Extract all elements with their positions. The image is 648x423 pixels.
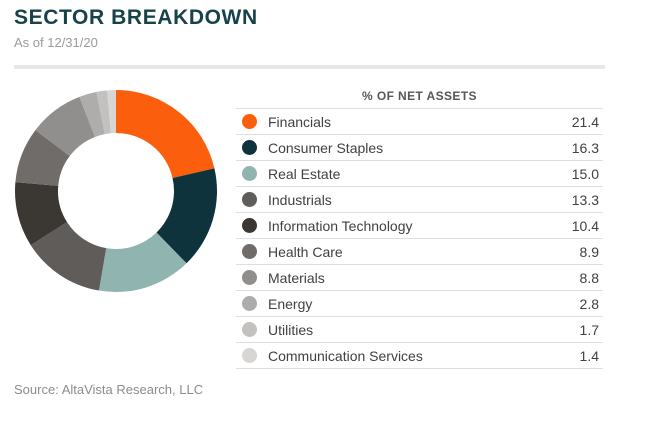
column-header: % OF NET ASSETS — [236, 84, 603, 109]
sector-label: Materials — [268, 269, 325, 286]
page-title: SECTOR BREAKDOWN — [14, 6, 258, 29]
sector-row-consumer-staples: Consumer Staples 16.3 — [236, 135, 603, 161]
donut-slice-utilities — [96, 90, 111, 135]
sector-row-financials: Financials 21.4 — [236, 109, 603, 135]
sector-value: 21.4 — [571, 113, 599, 130]
sector-row-health-care: Health Care 8.9 — [236, 239, 603, 265]
sector-row-communication-services: Communication Services 1.4 — [236, 343, 603, 369]
donut-slice-consumer-staples — [156, 168, 218, 264]
donut-slice-health-care — [15, 130, 70, 186]
sector-value: 8.8 — [579, 269, 599, 286]
donut-slice-materials — [35, 96, 95, 157]
sector-label: Industrials — [268, 191, 332, 208]
sector-value: 16.3 — [571, 139, 599, 156]
sector-row-real-estate: Real Estate 15.0 — [236, 161, 603, 187]
sector-label: Utilities — [268, 321, 314, 338]
sector-color-dot — [242, 322, 257, 337]
donut-slice-industrials — [30, 222, 107, 291]
sector-label: Real Estate — [268, 165, 341, 182]
sector-row-information-technology: Information Technology 10.4 — [236, 213, 603, 239]
sector-color-dot — [242, 348, 257, 363]
sector-color-dot — [242, 218, 257, 233]
source-attribution: Source: AltaVista Research, LLC — [14, 382, 204, 397]
donut-slice-information-technology — [14, 182, 68, 246]
sector-label: Communication Services — [268, 347, 423, 364]
as-of-date: As of 12/31/20 — [14, 35, 98, 50]
sector-label: Energy — [268, 295, 313, 312]
sector-row-energy: Energy 2.8 — [236, 291, 603, 317]
sector-value: 10.4 — [571, 217, 599, 234]
sector-table: % OF NET ASSETS Financials 21.4 Consumer S… — [236, 84, 603, 369]
donut-slice-communication-services — [107, 90, 116, 134]
sector-color-dot — [242, 192, 257, 207]
sector-color-dot — [242, 270, 257, 285]
sector-row-materials: Materials 8.8 — [236, 265, 603, 291]
sector-row-utilities: Utilities 1.7 — [236, 317, 603, 343]
sector-color-dot — [242, 244, 257, 259]
sector-label: Consumer Staples — [268, 139, 384, 156]
sector-value: 1.4 — [579, 347, 599, 364]
sector-donut-chart — [14, 90, 218, 292]
sector-value: 8.9 — [579, 243, 599, 260]
donut-slice-energy — [79, 91, 105, 137]
sector-value: 15.0 — [571, 165, 599, 182]
donut-slice-real-estate — [98, 232, 187, 292]
sector-value: 13.3 — [571, 191, 599, 208]
header-divider — [14, 65, 605, 69]
sector-label: Health Care — [268, 243, 343, 260]
sector-row-industrials: Industrials 13.3 — [236, 187, 603, 213]
sector-label: Financials — [268, 113, 332, 130]
sector-color-dot — [242, 166, 257, 181]
sector-label: Information Technology — [268, 217, 413, 234]
sector-rows: Financials 21.4 Consumer Staples 16.3 Real E… — [236, 109, 603, 369]
sector-color-dot — [242, 114, 257, 129]
sector-color-dot — [242, 296, 257, 311]
sector-value: 1.7 — [579, 321, 599, 338]
sector-value: 2.8 — [579, 295, 599, 312]
donut-slice-financials — [116, 90, 215, 178]
sector-color-dot — [242, 140, 257, 155]
